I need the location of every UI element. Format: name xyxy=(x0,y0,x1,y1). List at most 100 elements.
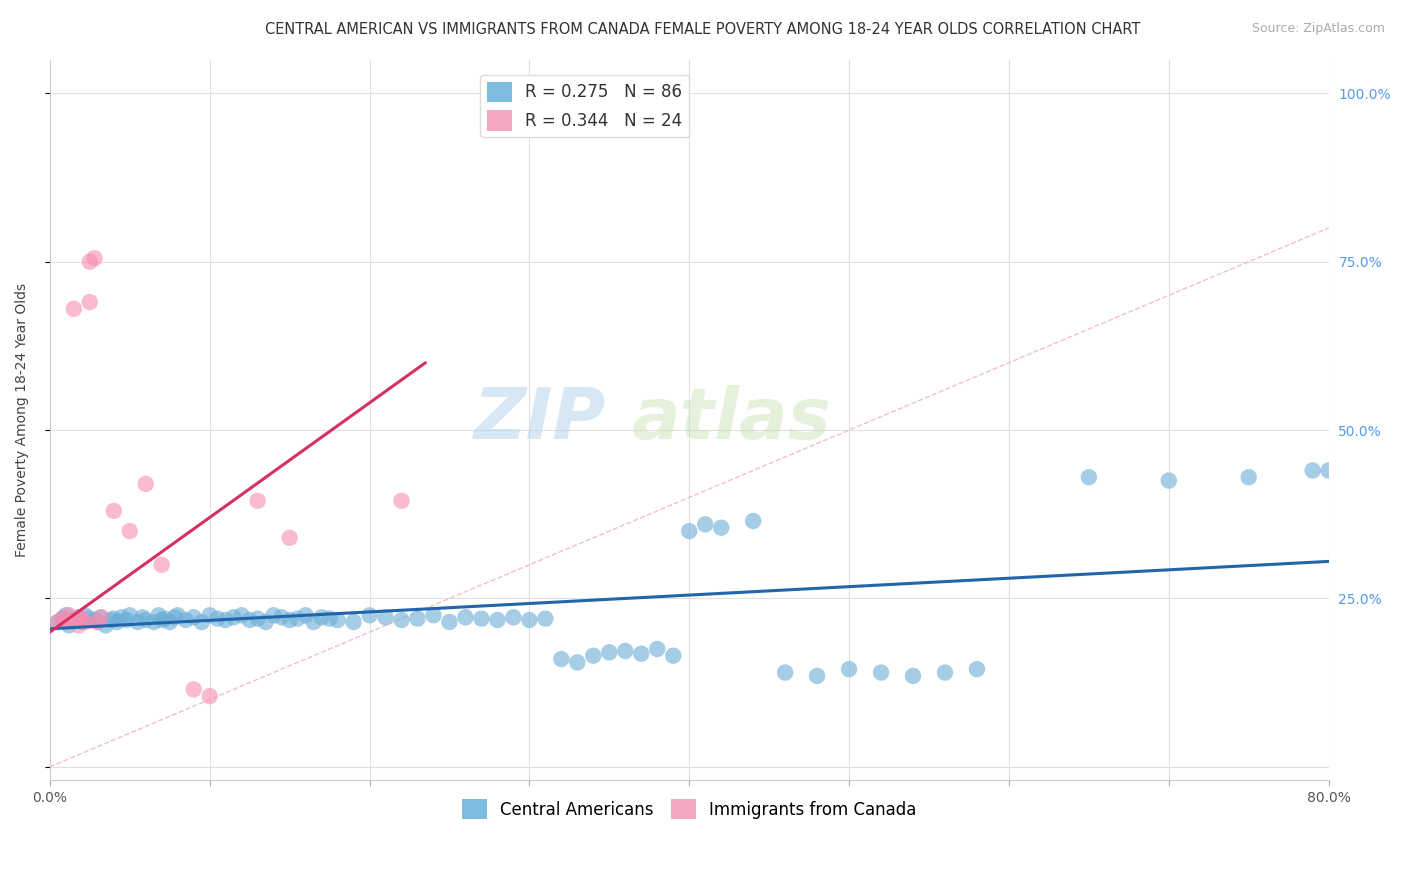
Point xyxy=(62,613,84,627)
Point xyxy=(934,665,956,680)
Point xyxy=(73,615,96,629)
Point xyxy=(79,612,101,626)
Point xyxy=(662,648,685,663)
Point xyxy=(90,610,112,624)
Point xyxy=(678,524,700,538)
Point xyxy=(406,612,429,626)
Point xyxy=(534,612,557,626)
Point xyxy=(46,615,69,629)
Point xyxy=(439,615,461,629)
Y-axis label: Female Poverty Among 18-24 Year Olds: Female Poverty Among 18-24 Year Olds xyxy=(15,283,30,557)
Point xyxy=(391,613,413,627)
Point xyxy=(598,645,620,659)
Point xyxy=(79,254,101,268)
Point xyxy=(486,613,509,627)
Point xyxy=(550,652,572,666)
Point xyxy=(318,612,340,626)
Point xyxy=(52,612,75,626)
Point xyxy=(582,648,605,663)
Point xyxy=(70,615,93,629)
Point xyxy=(118,524,141,538)
Point xyxy=(901,669,924,683)
Point xyxy=(695,517,717,532)
Point xyxy=(422,608,444,623)
Point xyxy=(278,531,301,545)
Point xyxy=(215,613,238,627)
Text: ZIP: ZIP xyxy=(474,385,606,454)
Text: Source: ZipAtlas.com: Source: ZipAtlas.com xyxy=(1251,22,1385,36)
Point xyxy=(163,610,186,624)
Point xyxy=(55,615,77,629)
Point xyxy=(159,615,181,629)
Point xyxy=(62,613,84,627)
Point xyxy=(62,301,84,316)
Point xyxy=(287,612,309,626)
Point xyxy=(231,608,253,623)
Point xyxy=(58,618,80,632)
Point xyxy=(342,615,364,629)
Point xyxy=(183,610,205,624)
Point xyxy=(111,610,134,624)
Point xyxy=(87,615,110,629)
Point xyxy=(1237,470,1260,484)
Point xyxy=(115,613,138,627)
Point xyxy=(311,610,333,624)
Point xyxy=(166,608,188,623)
Point xyxy=(270,610,292,624)
Point xyxy=(838,662,860,676)
Point xyxy=(150,613,173,627)
Point xyxy=(58,608,80,623)
Text: CENTRAL AMERICAN VS IMMIGRANTS FROM CANADA FEMALE POVERTY AMONG 18-24 YEAR OLDS : CENTRAL AMERICAN VS IMMIGRANTS FROM CANA… xyxy=(266,22,1140,37)
Point xyxy=(73,608,96,623)
Point xyxy=(246,493,269,508)
Point xyxy=(567,656,589,670)
Point xyxy=(239,613,262,627)
Point xyxy=(103,612,125,626)
Point xyxy=(127,615,149,629)
Point xyxy=(645,642,668,657)
Point xyxy=(966,662,988,676)
Point xyxy=(1077,470,1099,484)
Point xyxy=(742,514,765,528)
Point xyxy=(207,612,229,626)
Point xyxy=(1317,463,1340,477)
Point xyxy=(118,608,141,623)
Point xyxy=(87,615,110,629)
Point xyxy=(294,608,316,623)
Point xyxy=(183,682,205,697)
Point xyxy=(1302,463,1324,477)
Point xyxy=(374,610,396,624)
Point xyxy=(1157,474,1180,488)
Point xyxy=(278,613,301,627)
Point xyxy=(67,610,90,624)
Point xyxy=(254,615,277,629)
Point xyxy=(190,615,212,629)
Point xyxy=(135,613,157,627)
Point xyxy=(359,608,381,623)
Point xyxy=(94,618,117,632)
Point xyxy=(246,612,269,626)
Point xyxy=(630,647,652,661)
Point xyxy=(174,613,197,627)
Point xyxy=(105,615,128,629)
Text: atlas: atlas xyxy=(631,385,831,454)
Point xyxy=(326,613,349,627)
Point xyxy=(83,613,105,627)
Point xyxy=(502,610,524,624)
Point xyxy=(470,612,492,626)
Point xyxy=(710,521,733,535)
Point xyxy=(70,612,93,626)
Point xyxy=(79,295,101,310)
Point xyxy=(142,615,165,629)
Point xyxy=(870,665,893,680)
Legend: Central Americans, Immigrants from Canada: Central Americans, Immigrants from Canad… xyxy=(456,792,922,826)
Point xyxy=(222,610,245,624)
Point xyxy=(454,610,477,624)
Point xyxy=(806,669,828,683)
Point xyxy=(46,615,69,629)
Point xyxy=(103,504,125,518)
Point xyxy=(90,610,112,624)
Point xyxy=(100,613,122,627)
Point xyxy=(198,608,221,623)
Point xyxy=(263,608,285,623)
